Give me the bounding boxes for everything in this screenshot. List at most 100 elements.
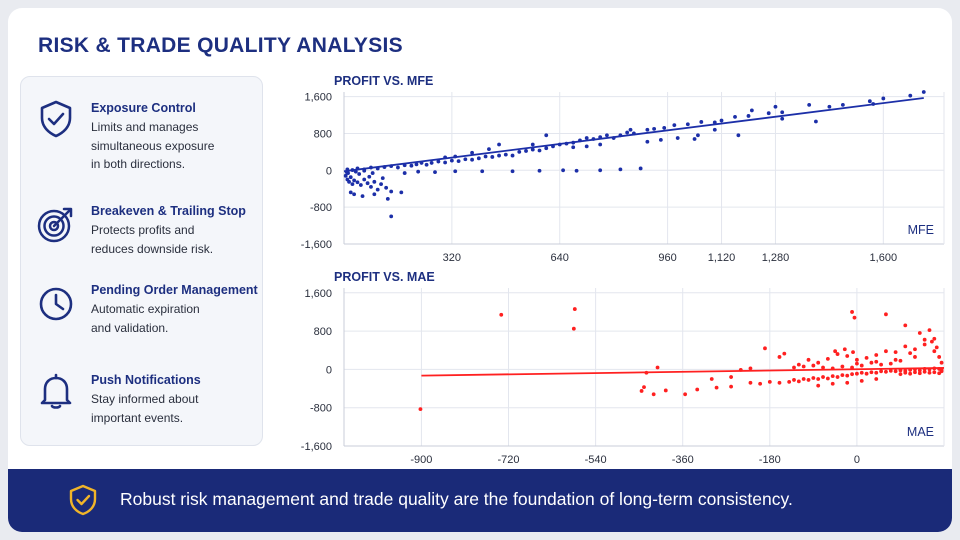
data-point xyxy=(605,133,609,138)
data-point xyxy=(517,149,522,154)
data-point xyxy=(939,369,944,374)
dashboard-card: RISK & TRADE QUALITY ANALYSIS Exposure C… xyxy=(8,8,952,532)
data-point xyxy=(572,307,577,311)
data-point xyxy=(830,381,835,386)
data-point xyxy=(530,147,535,152)
data-point xyxy=(816,383,821,388)
data-point xyxy=(814,119,818,124)
chart-title: PROFIT VS. MAE xyxy=(334,270,435,284)
page-title: RISK & TRADE QUALITY ANALYSIS xyxy=(38,34,403,57)
data-point xyxy=(884,349,888,354)
feature-desc-line: simultaneous exposure xyxy=(91,138,215,153)
data-point xyxy=(811,376,816,380)
data-point xyxy=(864,371,869,376)
data-point xyxy=(384,185,389,190)
x-tick-label: 320 xyxy=(443,252,461,264)
data-point xyxy=(443,160,448,165)
data-point xyxy=(463,157,468,162)
data-point xyxy=(930,339,934,344)
trendline xyxy=(343,97,924,173)
feature-panel: Exposure Control Limits and manages simu… xyxy=(20,76,263,446)
data-point xyxy=(524,149,528,153)
data-point xyxy=(628,127,633,132)
data-point xyxy=(733,114,737,119)
data-point xyxy=(389,189,394,194)
feature-title: Push Notifications xyxy=(91,373,201,387)
data-point xyxy=(453,169,458,174)
feature-desc-line: Limits and manages xyxy=(91,120,199,134)
data-point xyxy=(729,375,733,379)
data-point xyxy=(903,323,908,328)
data-point xyxy=(893,350,898,355)
chart-title: PROFIT VS. MFE xyxy=(334,74,434,88)
data-point xyxy=(343,173,348,178)
data-point xyxy=(350,182,355,187)
chart-profit-vs-mae: PROFIT VS. MAE 1,600 800 0 -800 -1,600 -900 -7… xyxy=(266,270,946,470)
data-point xyxy=(598,142,603,147)
data-point xyxy=(913,355,917,359)
data-point xyxy=(869,370,874,375)
feature-desc-line: in both directions. xyxy=(91,157,186,171)
data-point xyxy=(385,196,390,201)
y-tick-label: 800 xyxy=(314,128,332,140)
data-point xyxy=(645,127,650,132)
data-point xyxy=(658,138,663,142)
data-point xyxy=(842,347,847,352)
data-point xyxy=(598,168,603,173)
y-tick-label: -1,600 xyxy=(301,441,332,453)
x-tick-label: 0 xyxy=(854,454,860,466)
data-point xyxy=(365,181,370,186)
data-point xyxy=(749,108,754,113)
data-point xyxy=(389,214,394,219)
x-tick-label: -900 xyxy=(410,454,432,466)
y-tick-label: 800 xyxy=(314,326,332,338)
data-point xyxy=(372,179,377,184)
data-point xyxy=(544,133,549,138)
data-point xyxy=(510,153,515,158)
data-point xyxy=(571,145,576,150)
data-point xyxy=(850,310,854,314)
data-point xyxy=(675,136,680,140)
data-point xyxy=(645,139,650,144)
data-point xyxy=(835,352,840,356)
data-point xyxy=(903,370,908,375)
data-point xyxy=(639,389,644,393)
data-point xyxy=(806,378,811,382)
data-point xyxy=(399,190,404,195)
data-point xyxy=(416,169,421,174)
data-point xyxy=(869,360,874,365)
data-point xyxy=(714,385,719,390)
data-point xyxy=(584,144,589,149)
data-point xyxy=(821,375,825,379)
data-point xyxy=(903,344,908,349)
data-point xyxy=(362,177,367,182)
trendline xyxy=(421,367,945,377)
data-point xyxy=(898,358,903,363)
feature-desc-line: Stay informed about xyxy=(91,392,199,406)
x-tick-label: 1,280 xyxy=(762,252,790,264)
scatter-plot-mae: 1,600 800 0 -800 -1,600 -900 -720 -540 -360 -180 0… xyxy=(301,288,945,466)
data-point xyxy=(908,371,913,376)
data-point xyxy=(537,168,542,173)
chart-profit-vs-mfe: PROFIT VS. MFE 1,600 800 0 -800 -1,600 320 640… xyxy=(266,74,946,270)
data-point xyxy=(917,368,922,373)
data-point xyxy=(864,356,869,360)
data-point xyxy=(917,331,922,335)
shield-check-icon xyxy=(40,100,72,138)
feature-desc-line: Protects profits and xyxy=(91,223,195,237)
data-point xyxy=(470,157,474,162)
data-point xyxy=(497,142,501,147)
data-point xyxy=(811,363,816,368)
data-point xyxy=(922,369,927,374)
data-point xyxy=(746,114,751,118)
data-point xyxy=(763,346,767,351)
data-point xyxy=(855,371,859,376)
feature-desc: Automatic expiration and validation. xyxy=(91,300,256,337)
data-point xyxy=(780,116,785,121)
data-point xyxy=(852,315,857,320)
data-point xyxy=(922,342,927,347)
feature-title: Pending Order Management xyxy=(91,283,258,297)
data-point xyxy=(825,356,830,361)
bell-icon xyxy=(40,373,72,409)
data-point xyxy=(418,407,423,412)
